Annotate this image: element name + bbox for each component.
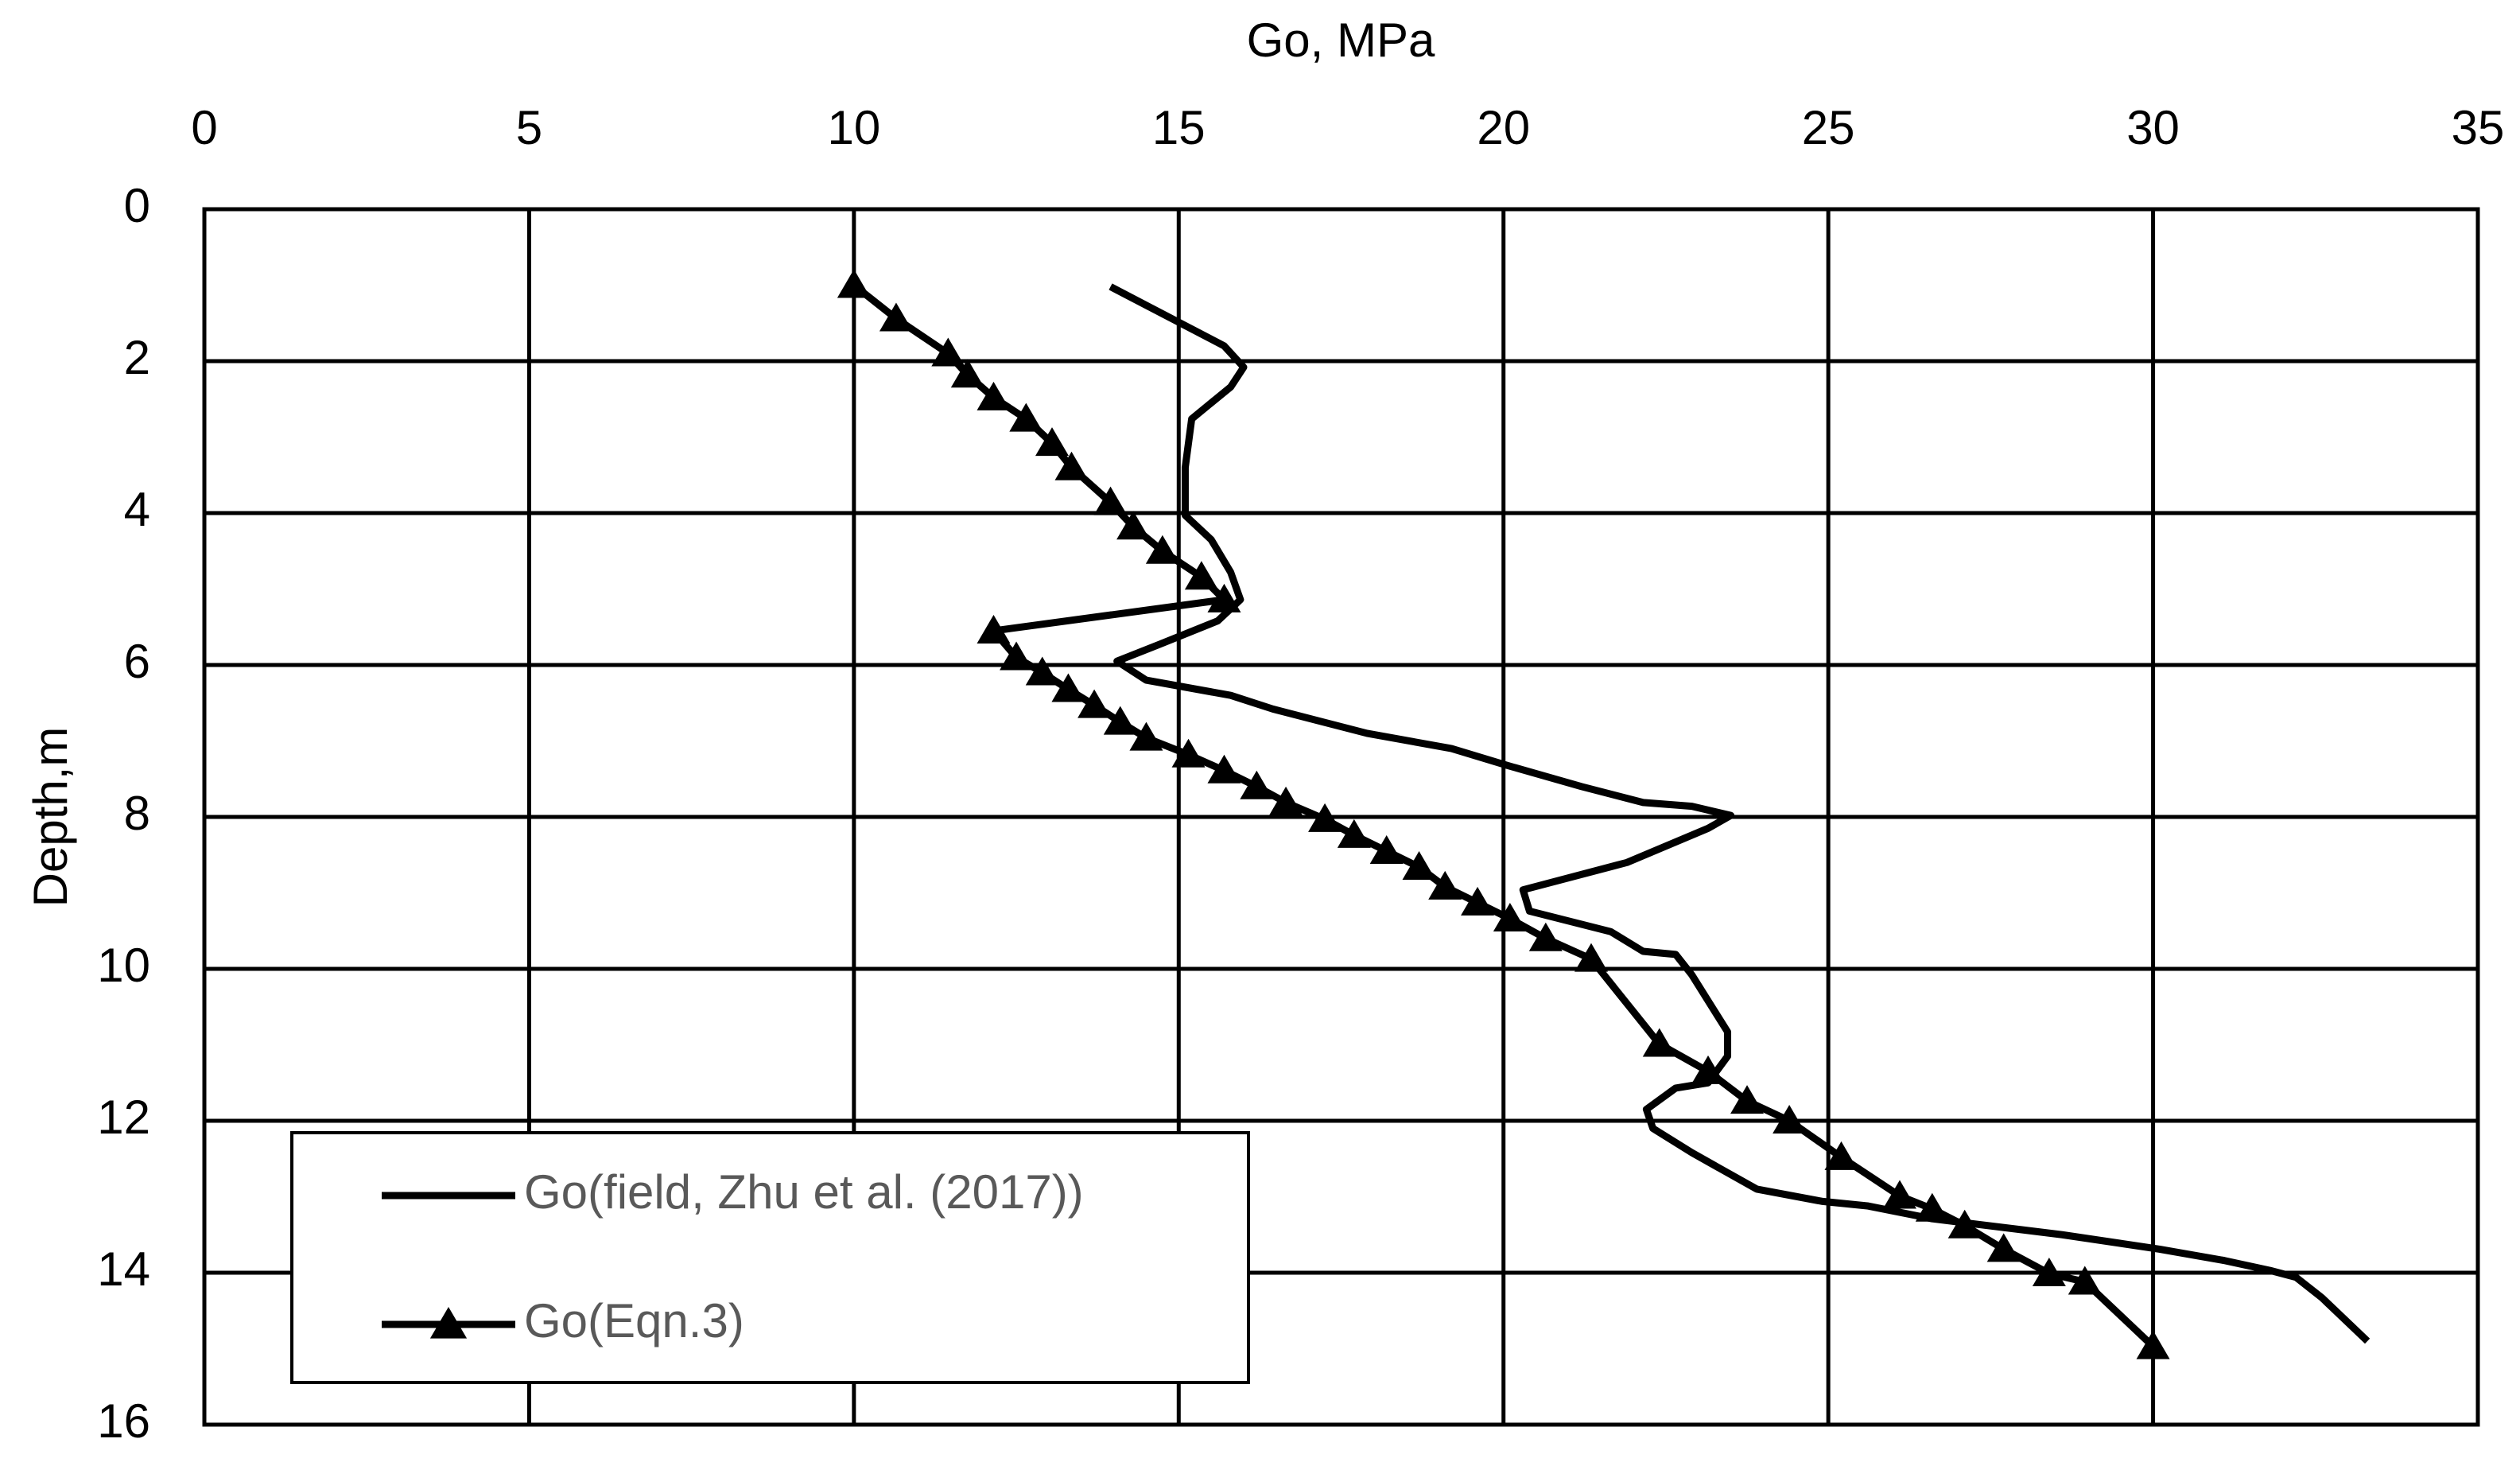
point-marker <box>1986 1233 2021 1262</box>
point-marker <box>977 615 1011 644</box>
point-marker <box>1402 851 1436 881</box>
x-tick-label: 25 <box>1802 101 1855 154</box>
point-marker <box>837 269 871 298</box>
point-marker <box>1035 427 1069 457</box>
point-marker <box>1145 535 1179 564</box>
point-marker <box>1691 1055 1726 1084</box>
point-marker <box>1461 886 1495 916</box>
point-marker <box>931 337 965 367</box>
x-tick-label: 35 <box>2452 101 2505 154</box>
y-tick-label: 4 <box>124 483 150 536</box>
x-tick-label: 0 <box>191 101 217 154</box>
point-marker <box>950 359 984 388</box>
point-marker <box>1207 583 1241 612</box>
x-axis-title: Go, MPa <box>1247 14 1435 67</box>
point-marker <box>1369 834 1404 864</box>
legend-label: Go(field, Zhu et al. (2017)) <box>524 1165 1084 1219</box>
point-marker <box>1882 1180 1916 1209</box>
x-tick-label: 30 <box>2126 101 2180 154</box>
point-marker <box>1240 770 1274 799</box>
point-marker <box>1025 656 1059 686</box>
point-marker <box>1824 1141 1858 1170</box>
point-marker <box>1207 754 1241 784</box>
y-tick-label: 10 <box>97 939 150 992</box>
point-marker <box>1051 673 1085 702</box>
y-tick-label: 14 <box>97 1242 150 1296</box>
x-tick-label: 10 <box>827 101 880 154</box>
x-tick-label: 5 <box>516 101 542 154</box>
legend-label: Go(Eqn.3) <box>524 1294 744 1347</box>
y-tick-label: 16 <box>97 1394 150 1448</box>
y-tick-label: 2 <box>124 331 150 384</box>
point-marker <box>1773 1105 1807 1134</box>
point-marker <box>1093 486 1128 515</box>
point-marker <box>1915 1192 1949 1222</box>
point-marker <box>1009 402 1043 432</box>
y-tick-label: 12 <box>97 1091 150 1144</box>
y-tick-label: 0 <box>124 179 150 232</box>
y-axis-title: Depth,m <box>24 727 77 908</box>
y-tick-label: 8 <box>124 787 150 840</box>
point-marker <box>1078 689 1112 718</box>
point-marker <box>1428 870 1462 900</box>
y-tick-label: 6 <box>124 635 150 688</box>
point-marker <box>1129 721 1163 751</box>
point-marker <box>1528 922 1563 951</box>
point-marker <box>1642 1028 1676 1057</box>
plot-frame <box>202 207 2480 1427</box>
point-marker <box>2136 1330 2170 1359</box>
legend-marker <box>429 1307 468 1339</box>
point-marker <box>1493 902 1527 931</box>
point-marker <box>1054 451 1089 480</box>
point-marker <box>1000 641 1034 671</box>
point-marker <box>1730 1085 1765 1114</box>
series-line <box>1109 283 2371 1344</box>
x-tick-label: 15 <box>1152 101 1206 154</box>
point-marker <box>1574 943 1608 972</box>
point-marker <box>1308 803 1342 832</box>
point-marker <box>2068 1266 2102 1295</box>
point-marker <box>1184 561 1218 590</box>
point-marker <box>1103 706 1137 735</box>
point-marker <box>1337 819 1371 848</box>
point-marker <box>977 381 1011 410</box>
point-marker <box>2032 1257 2066 1286</box>
point-marker <box>1116 511 1151 540</box>
legend-box <box>290 1131 1250 1384</box>
point-marker <box>1269 786 1303 815</box>
point-marker <box>1171 738 1206 768</box>
point-marker <box>1947 1209 1982 1239</box>
x-tick-label: 20 <box>1477 101 1530 154</box>
point-marker <box>879 302 913 332</box>
